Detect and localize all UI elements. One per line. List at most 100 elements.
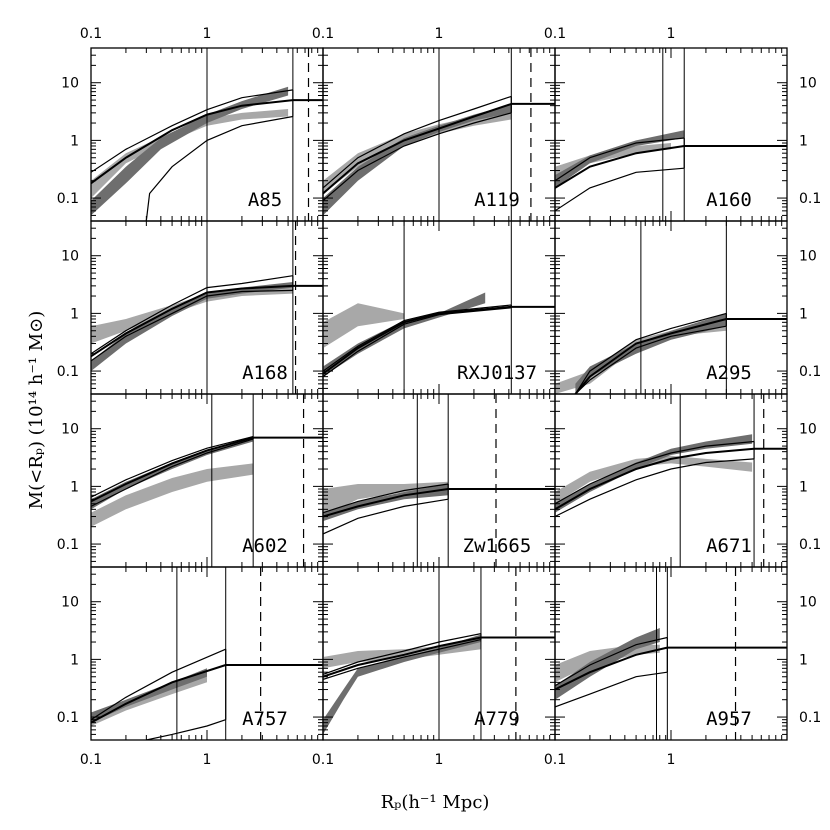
x-tick-label: 0.1 (544, 26, 566, 42)
x-tick-label: 1 (435, 26, 444, 42)
panel-a757-light-band (91, 676, 207, 726)
x-tick-label: 0.1 (80, 752, 102, 768)
panel-zw1665-upper-curve (323, 483, 449, 514)
x-tick-label: 1 (435, 752, 444, 768)
y-tick-label: 10 (61, 422, 79, 438)
panel-a602-light-band (91, 463, 254, 527)
panel-a779: A779 (322, 566, 556, 741)
panel-a168-light-band (91, 285, 293, 344)
x-axis-title: Rₚ(h⁻¹ Mpc) (381, 792, 490, 813)
panel-a168-mean-curve (91, 284, 293, 358)
y-tick-label: 10 (799, 76, 817, 92)
panel-zw1665-lower-curve (323, 498, 449, 535)
y-tick-label: 1 (70, 479, 79, 495)
panel-a757: A757 (90, 566, 324, 741)
y-tick-label: 1 (799, 306, 808, 322)
panel-a779-upper-curve (323, 633, 482, 675)
panel-zw1665-label: Zw1665 (463, 535, 532, 557)
x-tick-label: 0.1 (312, 26, 334, 42)
y-tick-label: 0.1 (57, 191, 79, 207)
panel-a160-label: A160 (706, 189, 752, 211)
panel-a85-lower-curve (145, 115, 294, 221)
panel-a168-lower-curve (91, 289, 293, 362)
panel-a671-dark-band (555, 434, 753, 513)
panel-a671: A671 (554, 393, 788, 568)
panel-a119-dark-band (323, 104, 512, 216)
panel-a957-light-band (555, 644, 660, 683)
y-tick-label: 10 (61, 595, 79, 611)
y-tick-label: 0.1 (799, 364, 821, 380)
y-axis-title: M(<Rₚ) (10¹⁴ h⁻¹ M⊙) (26, 311, 47, 510)
panel-a957-label: A957 (706, 708, 752, 730)
x-tick-label: 1 (667, 752, 676, 768)
y-tick-label: 1 (799, 479, 808, 495)
y-tick-label: 0.1 (57, 537, 79, 553)
x-tick-label: 1 (203, 26, 212, 42)
panels-layer: A85 A119 A160 A168 RXJ0137 A295 A602 Zw1665 A671… (90, 47, 788, 741)
panel-a160-dark-band (555, 130, 685, 188)
y-tick-label: 0.1 (57, 710, 79, 726)
x-tick-label: 0.1 (312, 752, 334, 768)
panel-a779-label: A779 (474, 708, 520, 730)
y-tick-label: 1 (70, 652, 79, 668)
ticks-layer: 0.1 1 10 0.1 1 0.1 1 0.1 1 10 0.1 1 0.1 1 10 0.1 1 10 0.1 1… (57, 26, 822, 768)
panel-a957-mean-curve (555, 646, 668, 691)
panel-a757-dark-band (91, 668, 207, 723)
panel-a757-upper-curve (91, 648, 226, 721)
panel-a779-lower-curve (323, 639, 482, 680)
panel-a168: A168 (90, 220, 324, 395)
y-tick-label: 10 (799, 595, 817, 611)
panel-a757-mean-curve (91, 664, 227, 724)
x-tick-label: 1 (203, 752, 212, 768)
y-tick-label: 1 (799, 652, 808, 668)
y-tick-label: 10 (61, 76, 79, 92)
panel-a779-dark-band (323, 634, 481, 735)
panel-a671-upper-curve (555, 440, 755, 505)
panel-a85-dark-band (91, 86, 289, 216)
panel-a957-upper-curve (555, 636, 668, 687)
panel-a602-lower-curve (91, 438, 254, 507)
y-tick-label: 1 (70, 306, 79, 322)
panel-a119: A119 (322, 47, 556, 222)
panel-a757-label: A757 (242, 708, 288, 730)
panel-a160-upper-curve (555, 137, 685, 182)
panel-a957-lower-curve (555, 671, 668, 708)
x-tick-label: 1 (667, 26, 676, 42)
panel-a85-upper-curve (91, 89, 293, 173)
y-tick-label: 10 (799, 249, 817, 265)
panel-a295-light-band (555, 322, 727, 394)
panel-a957: A957 (554, 566, 788, 741)
panel-a602-upper-curve (91, 436, 254, 498)
panel-a757-frame (90, 566, 324, 741)
panel-zw1665: Zw1665 (322, 393, 556, 568)
x-tick-label: 0.1 (80, 26, 102, 42)
panel-a168-label: A168 (242, 362, 288, 384)
panel-a295-lower-curve (574, 325, 727, 394)
panel-a295-label: A295 (706, 362, 752, 384)
y-tick-label: 10 (61, 249, 79, 265)
panel-a119-mean-curve (323, 102, 512, 195)
panel-a119-lower-curve (323, 112, 512, 202)
y-tick-label: 1 (799, 133, 808, 149)
panel-a295: A295 (554, 220, 788, 395)
panel-a671-light-band (555, 455, 753, 504)
panel-a602-label: A602 (242, 535, 288, 557)
panel-a602-dark-band (91, 435, 254, 510)
panel-a671-lower-curve (555, 458, 755, 518)
panel-rxj0137: RXJ0137 (322, 220, 556, 395)
panel-a602: A602 (90, 393, 324, 568)
panel-a602-mean-curve (91, 436, 254, 503)
panel-a160-mean-curve (555, 145, 685, 189)
panel-zw1665-mean-curve (323, 488, 449, 518)
panel-a160: A160 (554, 47, 788, 222)
panel-a160-lower-curve (555, 167, 685, 212)
y-tick-label: 1 (70, 133, 79, 149)
panel-a295-upper-curve (574, 312, 727, 394)
panel-rxj0137-light-band (323, 303, 405, 349)
y-tick-label: 0.1 (799, 537, 821, 553)
y-tick-label: 10 (799, 422, 817, 438)
panel-a85: A85 (90, 47, 324, 222)
panel-a671-mean-curve (555, 447, 755, 511)
x-tick-label: 0.1 (544, 752, 566, 768)
